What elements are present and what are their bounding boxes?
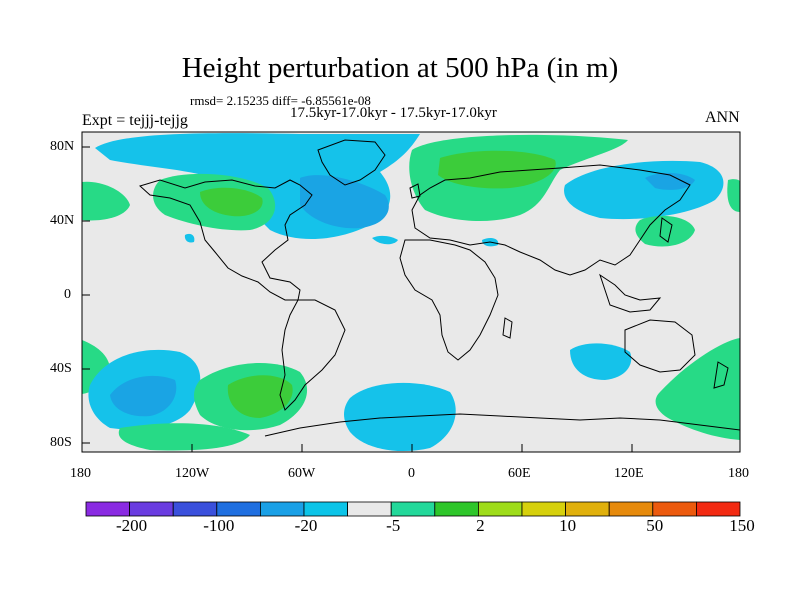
colorbar-label: -5 — [386, 516, 401, 535]
experiment-label: Expt = tejjj-tejjg — [82, 112, 188, 129]
colorbar-swatch — [303, 501, 348, 517]
colorbar-swatch — [172, 501, 218, 517]
coastline-south-america — [279, 299, 346, 411]
season-label: ANN — [705, 109, 740, 126]
colorbar — [85, 501, 741, 517]
colorbar-swatch — [390, 501, 436, 517]
colorbar-swatch — [129, 501, 174, 517]
anomaly-region-indian-ocean-blue — [570, 343, 632, 380]
lon-tick-label-0: 0 — [408, 466, 415, 481]
colorbar-swatch — [216, 501, 261, 517]
anomaly-region-south-pacific-blue-core — [110, 375, 177, 417]
colorbar-swatch — [565, 501, 610, 517]
plot-title: Height perturbation at 500 hPa (in m) — [181, 52, 619, 84]
coastline-antarctica — [264, 413, 741, 437]
anomaly-region-dateline-green-west — [82, 181, 130, 221]
colorbar-swatch — [652, 501, 697, 517]
colorbar-swatch — [696, 501, 741, 517]
coastline-greenland — [317, 139, 386, 186]
anomaly-region-pacific-blue-spot — [184, 233, 195, 243]
anomaly-region-eurasia-green-core — [438, 150, 556, 189]
coastlines — [139, 139, 741, 437]
colorbar-swatch — [259, 501, 305, 517]
anomaly-region-asia-blue-core — [645, 172, 695, 190]
anomaly-region-subtropical-blue-spot — [372, 235, 398, 245]
plot-subtitle: 17.5kyr-17.0kyr - 17.5kyr-17.0kyr — [290, 105, 497, 121]
map-frame — [81, 131, 741, 453]
axis-ticks — [81, 146, 741, 452]
colorbar-swatch — [521, 501, 566, 517]
colorbar-label: 10 — [559, 516, 577, 535]
lon-tick-label-60e: 60E — [508, 466, 531, 481]
colorbar-swatch — [477, 501, 523, 517]
lon-tick-label-60w: 60W — [288, 466, 316, 481]
coastline-australia — [624, 319, 696, 373]
coastline-japan — [659, 217, 673, 243]
lon-tick-label-180w: 180 — [70, 466, 91, 481]
anomaly-region-canada-blue — [300, 175, 389, 229]
anomaly-region-east-pacific-green — [655, 338, 740, 440]
colorbar-swatch — [434, 501, 479, 517]
anomaly-region-japan-green — [635, 215, 695, 247]
map-panel — [81, 131, 741, 453]
coastline-madagascar — [502, 317, 513, 339]
anomaly-region-south-america-green-core — [227, 375, 293, 418]
coastline-north-america — [139, 179, 313, 301]
coastline-southeast-asia — [599, 273, 662, 313]
anomaly-region-antarctic-green — [118, 423, 250, 451]
coastline-europe-asia — [411, 164, 691, 276]
stats-line: rmsd= 2.15235 diff= -6.85561e-08 — [190, 93, 371, 108]
lon-tick-label-120w: 120W — [175, 466, 210, 481]
colorbar-label: -200 — [116, 516, 148, 535]
lat-tick-label-40n: 40N — [50, 213, 75, 228]
coastline-uk — [409, 183, 421, 199]
anomaly-region-pacific-green-core — [200, 187, 263, 217]
lat-tick-label-80s: 80S — [50, 435, 72, 450]
lat-tick-label-0: 0 — [64, 287, 71, 302]
colorbar-label: 2 — [476, 516, 485, 535]
colorbar-swatch — [85, 501, 130, 517]
coastline-africa — [399, 239, 499, 361]
lon-tick-label-180e: 180 — [728, 466, 749, 481]
colorbar-swatch — [347, 501, 392, 517]
colorbar-swatch — [608, 501, 654, 517]
coastline-new-zealand — [713, 361, 729, 389]
lat-tick-label-40s: 40S — [50, 361, 72, 376]
colorbar-label: 150 — [729, 516, 755, 535]
colorbar-label: 50 — [646, 516, 664, 535]
colorbar-label: -100 — [203, 516, 235, 535]
lat-tick-label-80n: 80N — [50, 139, 75, 154]
colorbar-label: -20 — [294, 516, 318, 535]
anomaly-region-dateline-green-east — [727, 179, 740, 212]
lon-tick-label-120e: 120E — [614, 466, 644, 481]
